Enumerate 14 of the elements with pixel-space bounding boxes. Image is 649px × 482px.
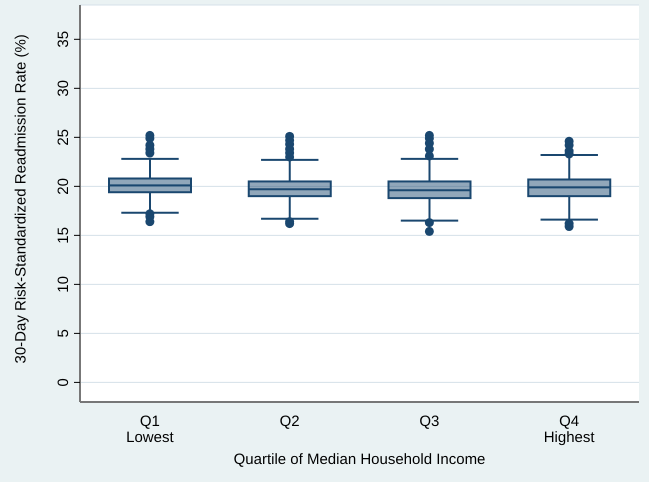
y-tick-label: 35 <box>55 30 72 48</box>
y-tick-label: 5 <box>55 329 72 338</box>
x-tick-label: Q3 <box>419 413 440 430</box>
x-tick-label: Q1 Lowest <box>126 413 174 446</box>
y-tick-label: 25 <box>55 128 72 146</box>
x-tick-label: Q4 Highest <box>544 413 596 446</box>
y-tick-label: 0 <box>55 378 72 387</box>
y-axis-title: 30-Day Risk-Standardized Readmission Rate (%) <box>12 34 30 364</box>
y-tick-label: 20 <box>55 178 72 195</box>
x-axis-title: Quartile of Median Household Income <box>234 451 486 468</box>
x-tick-label: Q2 <box>280 413 300 430</box>
y-tick-label: 15 <box>55 227 72 244</box>
y-tick-label: 30 <box>55 80 72 97</box>
y-tick-label: 10 <box>55 276 72 293</box>
